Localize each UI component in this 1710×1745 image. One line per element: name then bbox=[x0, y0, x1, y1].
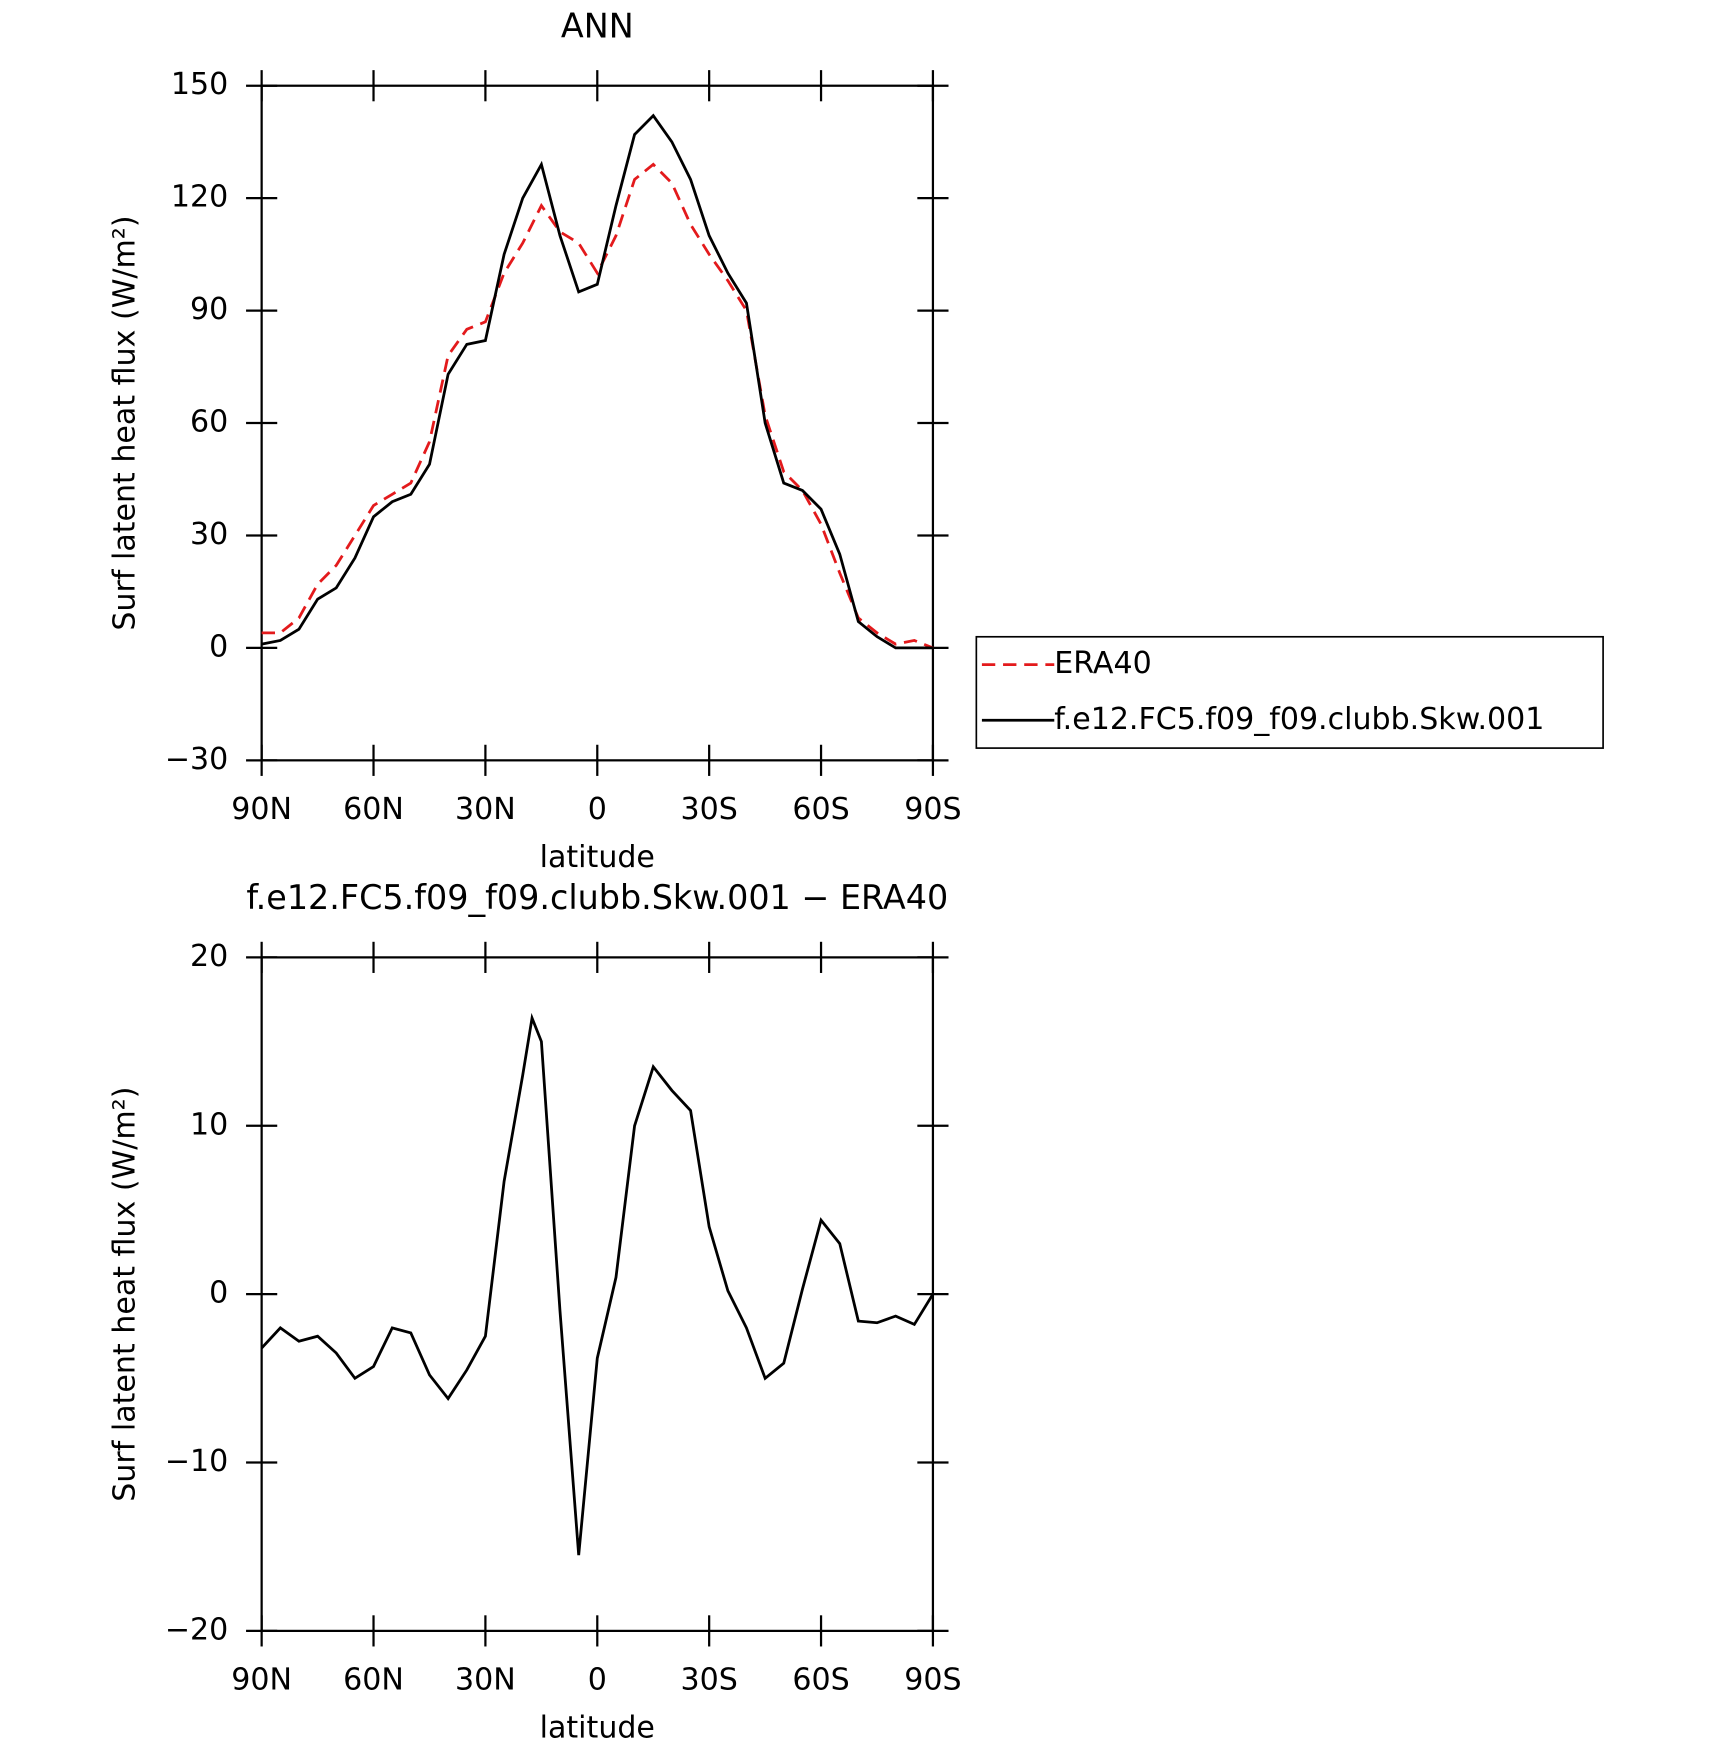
x-axis-label: latitude bbox=[540, 1710, 655, 1745]
y-tick-label: 10 bbox=[190, 1107, 228, 1142]
data-line bbox=[261, 162, 934, 650]
y-tick-label: 20 bbox=[190, 939, 228, 974]
legend-label: f.e12.FC5.f09_f09.clubb.Skw.001 bbox=[1054, 702, 1544, 737]
y-tick-label: 0 bbox=[209, 629, 228, 664]
y-tick-label: −30 bbox=[165, 742, 228, 777]
data-line bbox=[261, 113, 933, 650]
x-tick-label: 30N bbox=[455, 792, 516, 827]
x-tick-label: 90N bbox=[231, 792, 292, 827]
data-line bbox=[260, 1012, 935, 1556]
chart-title: ANN bbox=[561, 6, 634, 45]
x-tick-label: 60N bbox=[343, 792, 404, 827]
y-tick-label: 30 bbox=[190, 517, 228, 552]
x-tick-label: 90N bbox=[231, 1662, 292, 1697]
y-tick-label: −10 bbox=[165, 1444, 228, 1479]
x-tick-label: 30S bbox=[681, 1662, 738, 1697]
y-tick-label: 60 bbox=[190, 405, 228, 440]
legend-box bbox=[975, 635, 1604, 749]
x-tick-label: 90S bbox=[904, 1662, 961, 1697]
x-tick-label: 90S bbox=[904, 792, 961, 827]
y-tick-label: 150 bbox=[171, 67, 228, 102]
x-axis-label: latitude bbox=[540, 840, 655, 875]
x-tick-label: 60S bbox=[792, 792, 849, 827]
x-tick-label: 60S bbox=[792, 1662, 849, 1697]
chart-title: f.e12.FC5.f09_f09.clubb.Skw.001 − ERA40 bbox=[246, 878, 948, 917]
y-axis-label: Surf latent heat flux (W/m²) bbox=[107, 215, 142, 630]
x-tick-label: 30N bbox=[455, 1662, 516, 1697]
plot-frame bbox=[260, 84, 935, 762]
x-tick-label: 60N bbox=[343, 1662, 404, 1697]
y-tick-label: −20 bbox=[165, 1612, 228, 1647]
x-tick-label: 0 bbox=[588, 1662, 607, 1697]
y-tick-label: 120 bbox=[171, 180, 228, 215]
y-axis-label: Surf latent heat flux (W/m²) bbox=[107, 1087, 142, 1502]
y-tick-label: 0 bbox=[209, 1276, 228, 1311]
legend-label: ERA40 bbox=[1054, 646, 1151, 681]
plot-frame bbox=[260, 956, 935, 1633]
y-tick-label: 90 bbox=[190, 292, 228, 327]
x-tick-label: 0 bbox=[588, 792, 607, 827]
x-tick-label: 30S bbox=[681, 792, 738, 827]
